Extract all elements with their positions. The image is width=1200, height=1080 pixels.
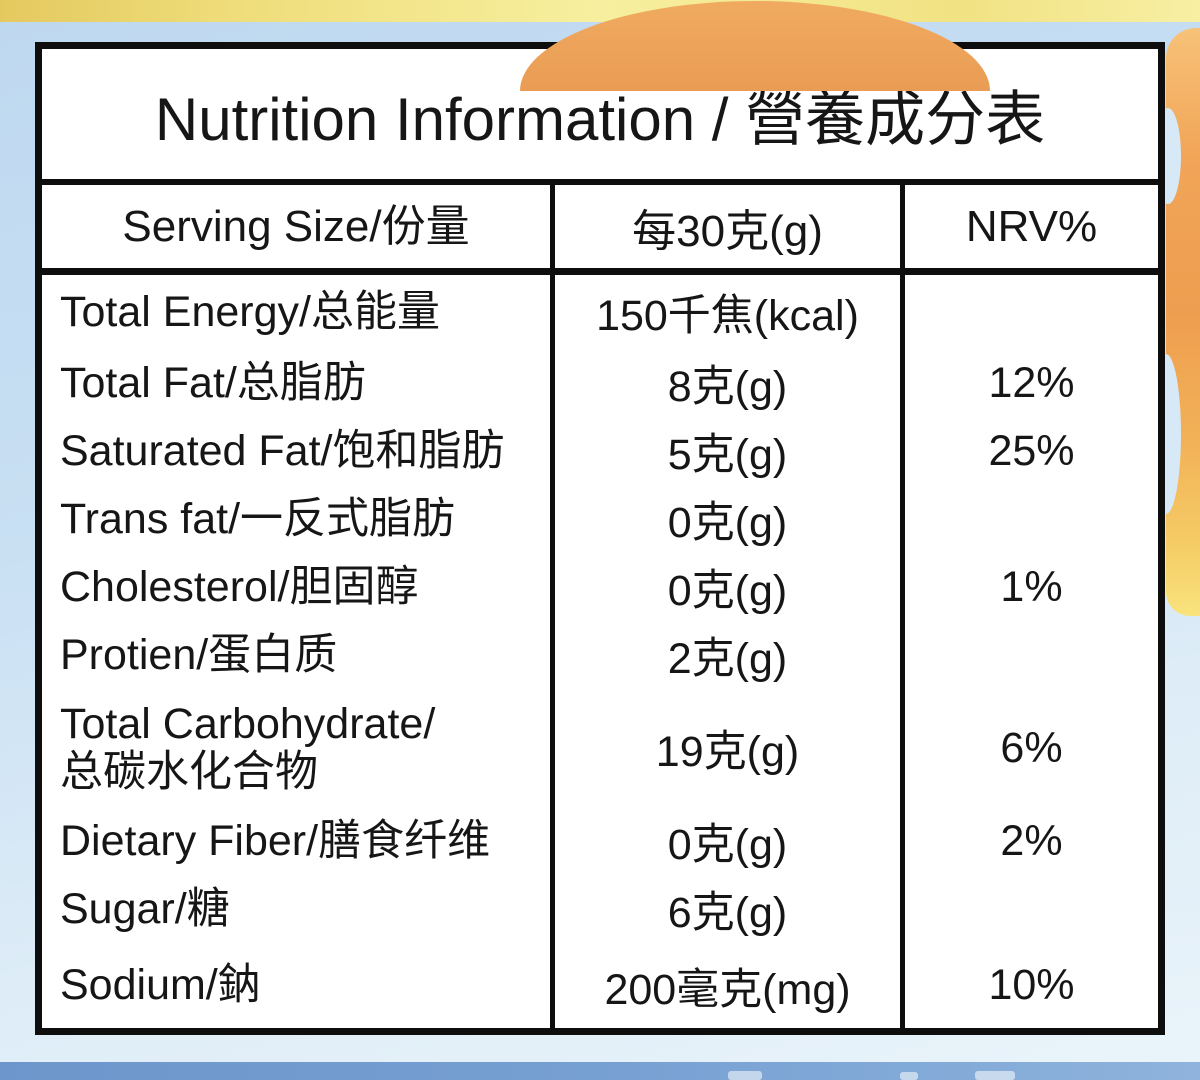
orange-fruit-decoration (1151, 28, 1200, 616)
nutrient-amount: 6克(g) (555, 875, 905, 943)
table-header-row: Serving Size/份量 每30克(g) NRV% (42, 185, 1158, 275)
table-title-row: Nutrition Information / 營養成分表 (42, 49, 1158, 185)
nutrient-nrv: 25% (988, 426, 1075, 475)
cutoff-print-decoration (900, 1072, 918, 1080)
nutrient-amount: 150千焦(kcal) (555, 275, 905, 349)
nutrient-nrv: 12% (988, 358, 1075, 407)
nutrient-name: Trans fat/一反式脂肪 (42, 485, 555, 553)
top-yellow-band (0, 0, 1200, 22)
table-row: Saturated Fat/饱和脂肪 5克(g) 25% (42, 417, 1158, 485)
nutrient-name: Cholesterol/胆固醇 (42, 553, 555, 621)
column-header-amount: 每30克(g) (555, 185, 905, 268)
nutrient-amount: 5克(g) (555, 417, 905, 485)
nutrient-amount: 19克(g) (555, 689, 905, 807)
column-header-nutrient: Serving Size/份量 (42, 185, 555, 268)
nutrient-nrv (905, 275, 1158, 349)
table-row: Total Carbohydrate/ 总碳水化合物 19克(g) 6% (42, 689, 1158, 807)
nutrient-name: Total Fat/总脂肪 (42, 349, 555, 417)
nutrient-nrv (905, 875, 1158, 943)
table-row: Dietary Fiber/膳食纤维 0克(g) 2% (42, 807, 1158, 875)
nutrient-nrv: 10% (988, 961, 1075, 1009)
nutrient-name: Total Carbohydrate/ 总碳水化合物 (42, 689, 555, 807)
cutoff-print-decoration (975, 1071, 1015, 1080)
nutrient-name: Sugar/糖 (42, 875, 555, 943)
nutrient-amount: 0克(g) (555, 553, 905, 621)
nutrient-amount: 2克(g) (555, 621, 905, 689)
nutrition-table: Nutrition Information / 營養成分表 Serving Si… (35, 42, 1165, 1035)
nutrient-nrv: 2% (1000, 816, 1063, 865)
nutrient-nrv (905, 485, 1158, 553)
nutrient-name: Saturated Fat/饱和脂肪 (42, 417, 555, 485)
nutrient-name: Sodium/鈉 (42, 943, 555, 1028)
nutrient-nrv: 6% (1000, 723, 1063, 772)
table-row: Sugar/糖 6克(g) (42, 875, 1158, 943)
column-header-nrv: NRV% (965, 201, 1098, 251)
nutrient-amount: 0克(g) (555, 485, 905, 553)
table-row: Protien/蛋白质 2克(g) (42, 621, 1158, 689)
nutrient-nrv: 1% (1000, 562, 1063, 611)
nutrient-amount: 200毫克(mg) (555, 943, 905, 1028)
table-row: Total Energy/总能量 150千焦(kcal) (42, 275, 1158, 349)
table-row: Trans fat/一反式脂肪 0克(g) (42, 485, 1158, 553)
nutrient-name: Total Energy/总能量 (42, 275, 555, 349)
bottom-blue-band (0, 1062, 1200, 1080)
cutoff-print-decoration (728, 1071, 762, 1080)
table-row: Total Fat/总脂肪 8克(g) 12% (42, 349, 1158, 417)
table-body: Total Energy/总能量 150千焦(kcal) Total Fat/总… (42, 275, 1158, 1028)
nutrient-amount: 0克(g) (555, 807, 905, 875)
page-title: Nutrition Information / 營養成分表 (154, 85, 1046, 153)
nutrient-amount: 8克(g) (555, 349, 905, 417)
nutrient-name: Protien/蛋白质 (42, 621, 555, 689)
nutrient-nrv (905, 621, 1158, 689)
table-row: Sodium/鈉 200毫克(mg) 10% (42, 943, 1158, 1028)
nutrient-name: Dietary Fiber/膳食纤维 (42, 807, 555, 875)
table-row: Cholesterol/胆固醇 0克(g) 1% (42, 553, 1158, 621)
